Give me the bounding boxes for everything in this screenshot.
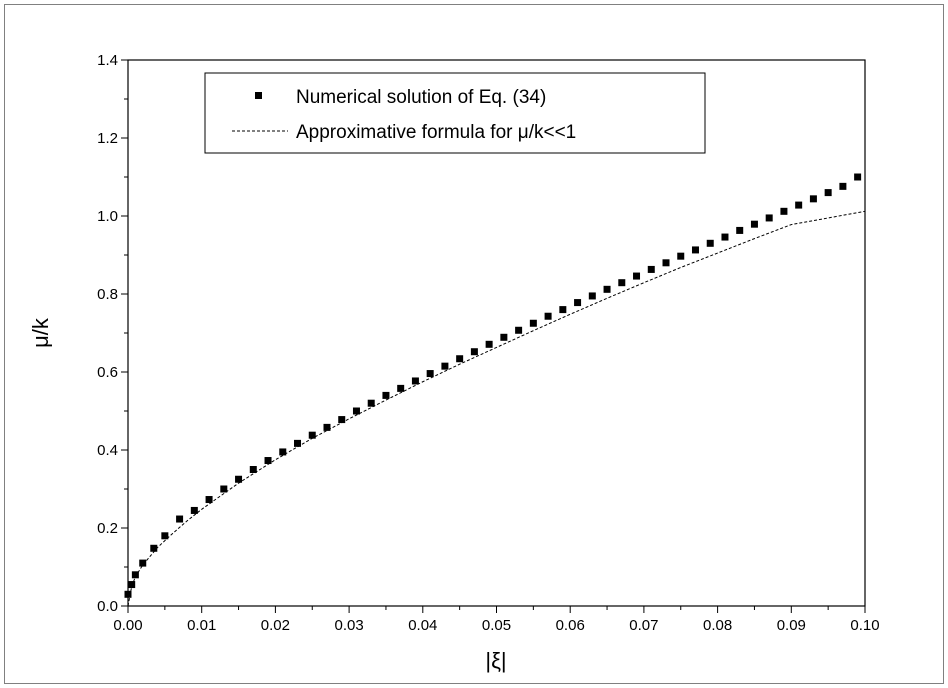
data-point-numerical — [736, 226, 744, 234]
data-point-numerical — [308, 431, 316, 439]
data-point-numerical — [176, 515, 184, 523]
x-tick-label: 0.06 — [556, 617, 585, 634]
data-point-numerical — [124, 590, 132, 598]
data-point-numerical — [190, 506, 198, 514]
data-point-numerical — [397, 384, 405, 392]
data-point-numerical — [426, 370, 434, 378]
data-point-numerical — [338, 416, 346, 424]
data-point-numerical — [131, 571, 139, 579]
y-tick-label: 0.4 — [97, 442, 118, 459]
data-point-numerical — [470, 348, 478, 356]
x-tick-label: 0.10 — [850, 617, 879, 634]
data-point-numerical — [529, 319, 537, 327]
data-point-numerical — [382, 391, 390, 399]
x-tick-label: 0.01 — [187, 617, 216, 634]
data-point-numerical — [220, 485, 228, 493]
data-point-numerical — [824, 189, 832, 197]
series-layer — [124, 173, 866, 607]
y-axis: 0.0 0.2 0.4 0.6 0.8 1.0 1.2 1.4 — [97, 52, 128, 615]
data-point-numerical — [633, 272, 641, 280]
data-point-numerical — [839, 182, 847, 190]
y-tick-label: 1.0 — [97, 208, 118, 225]
data-point-numerical — [750, 220, 758, 228]
x-tick-label: 0.07 — [629, 617, 658, 634]
x-tick-label: 0.09 — [777, 617, 806, 634]
data-point-numerical — [456, 355, 464, 363]
approx-formula-line — [127, 210, 866, 607]
data-point-numerical — [279, 448, 287, 456]
data-point-numerical — [721, 233, 729, 241]
data-point-numerical — [603, 285, 611, 293]
y-tick-label: 1.4 — [97, 52, 118, 69]
data-point-numerical — [662, 259, 670, 267]
data-point-numerical — [515, 326, 523, 334]
data-point-numerical — [618, 279, 626, 287]
data-point-numerical — [588, 292, 596, 300]
data-point-numerical — [264, 457, 272, 465]
data-point-numerical — [854, 173, 862, 181]
figure-frame — [4, 4, 944, 684]
x-tick-label: 0.00 — [113, 617, 142, 634]
data-point-numerical — [795, 201, 803, 209]
data-point-numerical — [323, 423, 331, 431]
data-point-numerical — [485, 340, 493, 348]
data-point-numerical — [691, 246, 699, 254]
x-tick-label: 0.03 — [334, 617, 363, 634]
data-point-numerical — [139, 559, 147, 567]
legend-box — [204, 72, 706, 154]
data-point-numerical — [780, 207, 788, 215]
x-axis-title: |ξ| — [485, 648, 506, 673]
data-point-numerical — [544, 312, 552, 320]
y-tick-label: 1.2 — [97, 130, 118, 147]
data-point-numerical — [441, 362, 449, 370]
data-point-numerical — [235, 475, 243, 483]
data-point-numerical — [574, 299, 582, 307]
y-tick-label: 0.6 — [97, 364, 118, 381]
legend: Numerical solution of Eq. (34) Approxima… — [204, 72, 706, 154]
x-tick-label: 0.08 — [703, 617, 732, 634]
data-point-numerical — [411, 377, 419, 385]
y-tick-label: 0.0 — [97, 598, 118, 615]
x-tick-label: 0.02 — [261, 617, 290, 634]
data-point-numerical — [677, 252, 685, 260]
data-point-numerical — [161, 532, 169, 540]
data-point-numerical — [367, 399, 375, 407]
data-point-numerical — [559, 306, 567, 314]
y-tick-label: 0.8 — [97, 286, 118, 303]
y-tick-label: 0.2 — [97, 520, 118, 537]
legend-marker-numerical — [255, 92, 262, 99]
data-point-numerical — [205, 496, 213, 504]
data-point-numerical — [128, 581, 136, 589]
legend-label-approx: Approximative formula for μ/k<<1 — [296, 122, 576, 143]
data-point-numerical — [352, 407, 360, 415]
x-tick-label: 0.05 — [482, 617, 511, 634]
data-point-numerical — [765, 214, 773, 222]
y-axis-title: μ/k — [28, 317, 53, 348]
data-point-numerical — [150, 544, 158, 552]
data-point-numerical — [809, 195, 817, 203]
data-point-numerical — [294, 439, 302, 447]
legend-label-numerical: Numerical solution of Eq. (34) — [296, 87, 546, 108]
data-point-numerical — [647, 265, 655, 273]
data-point-numerical — [706, 239, 714, 247]
data-point-numerical — [500, 333, 508, 341]
x-tick-label: 0.04 — [408, 617, 437, 634]
x-axis: 0.00 0.01 0.02 0.03 0.04 0.05 0.06 0.07 0.08 0.09… — [113, 606, 880, 634]
data-point-numerical — [249, 466, 257, 473]
